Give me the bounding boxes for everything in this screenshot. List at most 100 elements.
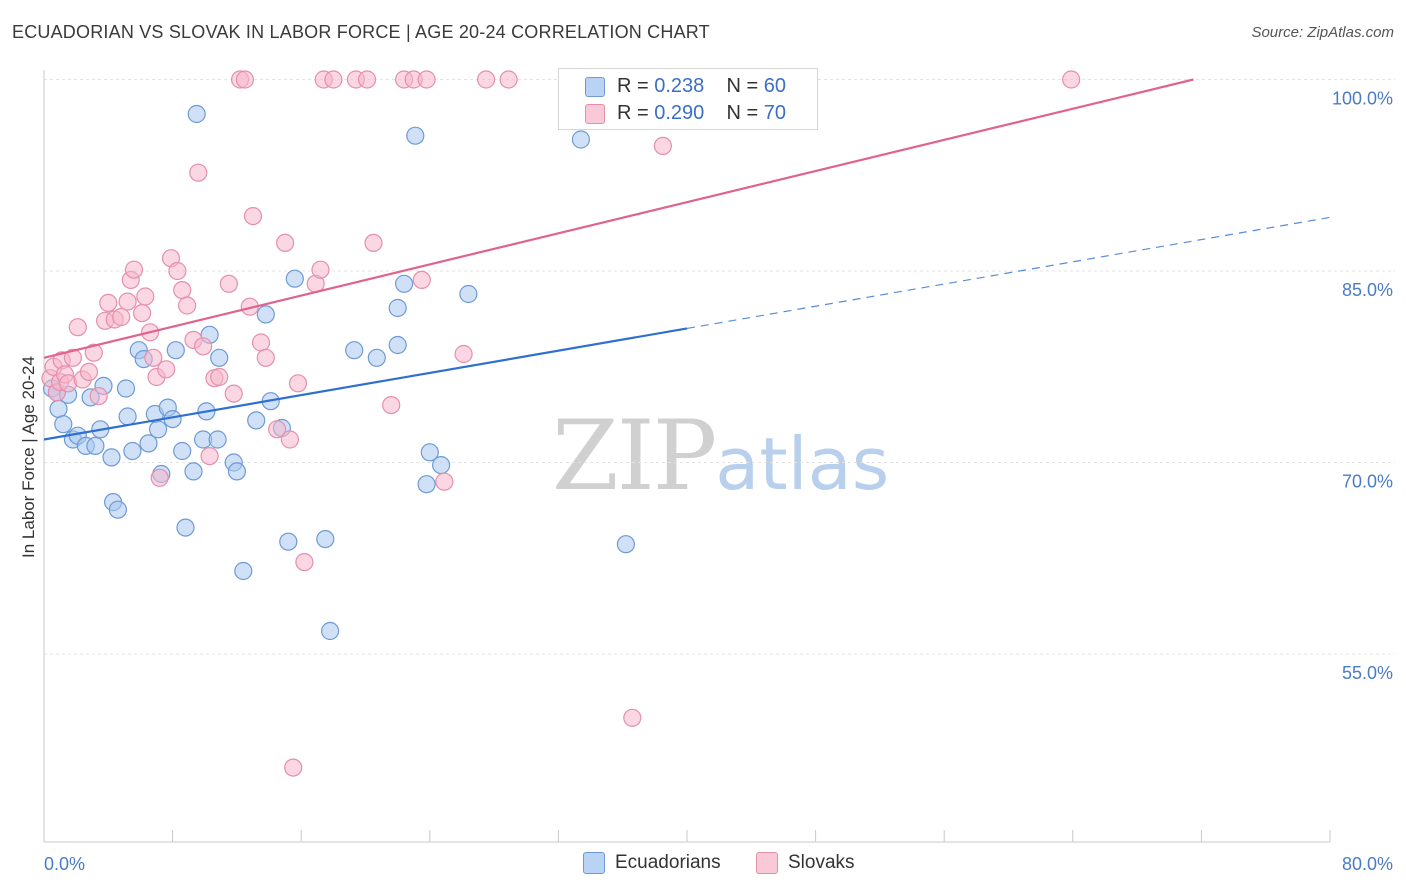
slovaks-swatch-icon [585, 104, 605, 124]
slovaks-point [382, 396, 401, 415]
ecuadorians-legend-icon [583, 852, 605, 874]
bottom-legend-slovaks: Slovaks [756, 852, 855, 874]
axes [43, 70, 1331, 843]
legend-n-label: N = [726, 102, 759, 124]
slovaks-point [288, 374, 308, 393]
ecuadorians-trend-extension [686, 216, 1331, 330]
slovaks-point [477, 70, 496, 89]
slovaks-point [364, 233, 383, 252]
slovaks-point [133, 304, 152, 323]
y-axis-title: In Labor Force | Age 20-24 [19, 356, 38, 558]
slovaks-point [412, 270, 431, 289]
ecuadorians-point [388, 335, 407, 355]
ecuadorians-point [116, 379, 136, 398]
slovaks-point [219, 274, 238, 293]
ecuadorians-point [247, 411, 266, 430]
legend-n-label: N = [726, 75, 759, 97]
slovaks-point [112, 307, 131, 327]
ecuadorians-point [417, 475, 436, 494]
y-tick-label: 100.0% [1332, 89, 1393, 109]
slovaks-point [68, 318, 87, 337]
ecuadorians-point [256, 305, 275, 324]
ecuadorians-point [118, 407, 137, 426]
ecuadorians-point [208, 430, 227, 449]
slovaks-point [311, 260, 330, 279]
slovaks-point [150, 468, 169, 487]
legend-r-value: 0.290 [654, 102, 705, 124]
slovaks-point [324, 70, 343, 89]
slovaks-point [268, 420, 287, 439]
slovaks-point [295, 552, 314, 572]
ecuadorians-point [367, 348, 386, 367]
slovaks-point [200, 447, 219, 466]
ecuadorians-point [285, 269, 304, 288]
ecuadorians-point [166, 341, 185, 360]
x-tick-label: 0.0% [44, 854, 85, 874]
slovaks-point [276, 233, 295, 252]
ecuadorians-point [139, 434, 158, 453]
ecuadorians-point [571, 130, 591, 149]
slovaks-point [623, 708, 642, 727]
bottom-legend-slovaks-label: Slovaks [788, 852, 855, 874]
ecuadorians-point [86, 436, 105, 455]
slovaks-point [89, 387, 108, 406]
slovaks-point [243, 207, 263, 226]
ecuadorians-point [102, 448, 121, 467]
ecuadorians-point [176, 518, 195, 537]
ecuadorians-point [54, 415, 73, 434]
ecuadorians-point [406, 126, 425, 145]
x-tick-label: 80.0% [1342, 854, 1393, 874]
slovaks-points [41, 70, 1081, 777]
slovaks-point [280, 430, 299, 449]
slovaks-point [84, 343, 103, 362]
source-note: Source: ZipAtlas.com [1251, 24, 1394, 41]
slovaks-trend-line [43, 78, 1194, 359]
ecuadorians-point [123, 441, 142, 461]
slovaks-point [63, 348, 83, 367]
slovaks-point [118, 292, 137, 311]
ecuadorians-points [42, 70, 636, 641]
ecuadorians-swatch-icon [585, 77, 605, 97]
ecuadorians-point [459, 284, 478, 304]
legend-r-value: 0.238 [654, 75, 705, 97]
ecuadorians-point [321, 621, 340, 641]
legend-slovaks-text: R = 0.290 N = 70 [617, 102, 786, 125]
slovaks-point [79, 362, 99, 381]
slovaks-point [224, 384, 243, 403]
bottom-legend-ecuadorians: Ecuadorians [583, 852, 721, 874]
slovaks-point [653, 136, 673, 155]
y-tick-label: 70.0% [1342, 472, 1393, 492]
ecuadorians-point [234, 561, 253, 581]
ecuadorians-point [227, 462, 246, 481]
stats-legend: R = 0.238 N = 60 R = 0.290 N = 70 [558, 68, 818, 130]
trend-lines [43, 78, 1331, 441]
slovaks-point [99, 293, 118, 312]
legend-r-label: R = [617, 75, 649, 97]
slovaks-point [435, 472, 454, 491]
slovaks-point [256, 348, 275, 367]
watermark: ZIPatlas [552, 400, 889, 512]
slovaks-point [178, 296, 197, 315]
slovaks-point [358, 70, 377, 89]
slovaks-point [499, 70, 518, 89]
y-tick-label: 55.0% [1342, 663, 1393, 683]
ecuadorians-point [187, 104, 206, 124]
axis-labels: 55.0% 70.0% 85.0% 100.0% 0.0% 80.0% In Labor F… [19, 89, 1393, 875]
slovaks-point [173, 281, 192, 300]
ecuadorians-point [108, 500, 128, 519]
ecuadorians-trend-line [43, 327, 688, 441]
slovaks-point [210, 367, 229, 387]
slovaks-point [136, 287, 155, 306]
slovaks-legend-icon [756, 852, 778, 874]
slovaks-point [454, 344, 473, 364]
ecuadorians-point [279, 532, 298, 551]
ecuadorians-point [149, 420, 168, 439]
slovaks-point [251, 333, 271, 352]
ecuadorians-point [173, 441, 192, 461]
slovaks-point [189, 163, 208, 182]
slovaks-point [284, 758, 303, 777]
slovaks-point [194, 337, 213, 356]
ecuadorians-point [316, 529, 335, 549]
ecuadorians-point [616, 535, 636, 554]
